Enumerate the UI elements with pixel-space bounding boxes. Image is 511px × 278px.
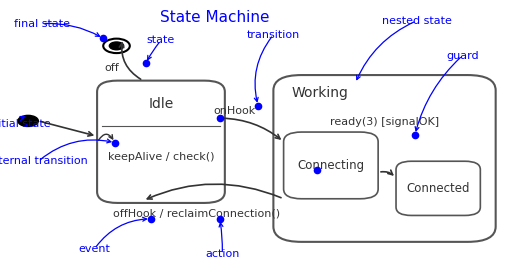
Text: transition: transition bbox=[247, 30, 300, 40]
Text: initial state: initial state bbox=[0, 119, 51, 129]
Text: Connected: Connected bbox=[406, 182, 470, 195]
Text: final state: final state bbox=[14, 19, 70, 29]
Text: off: off bbox=[104, 63, 119, 73]
FancyBboxPatch shape bbox=[97, 81, 225, 203]
Text: keepAlive / check(): keepAlive / check() bbox=[108, 152, 214, 162]
Text: offHook / reclaimConnection(): offHook / reclaimConnection() bbox=[113, 208, 281, 219]
Text: Connecting: Connecting bbox=[297, 159, 364, 172]
Text: event: event bbox=[79, 244, 110, 254]
FancyBboxPatch shape bbox=[396, 161, 480, 215]
Text: onHook: onHook bbox=[213, 106, 255, 116]
FancyBboxPatch shape bbox=[284, 132, 378, 199]
Text: guard: guard bbox=[446, 51, 479, 61]
Text: nested state: nested state bbox=[382, 16, 451, 26]
Text: Idle: Idle bbox=[148, 97, 174, 111]
Text: ready(3) [signalOK]: ready(3) [signalOK] bbox=[330, 117, 439, 127]
Text: State Machine: State Machine bbox=[160, 10, 269, 25]
Ellipse shape bbox=[109, 42, 124, 50]
Text: internal transition: internal transition bbox=[0, 156, 88, 166]
Text: Working: Working bbox=[291, 86, 348, 100]
FancyBboxPatch shape bbox=[273, 75, 496, 242]
Text: state: state bbox=[147, 35, 175, 45]
Ellipse shape bbox=[18, 115, 38, 126]
Text: action: action bbox=[205, 249, 240, 259]
